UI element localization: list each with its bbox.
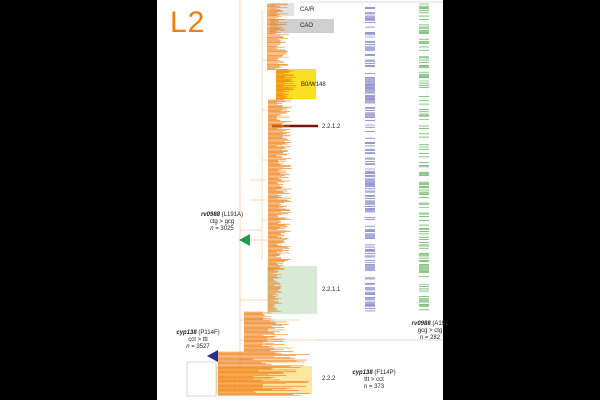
gene-name: rv0988 (200, 212, 220, 218)
clade-tips (268, 99, 292, 270)
gene-name: rv0988 (411, 321, 431, 327)
annotation-rv0988-a191: rv0988 (A191 gcg > ctg n = 282 (400, 321, 460, 342)
n-label: n (363, 384, 368, 390)
clade-tips (244, 311, 294, 352)
n-label: n (210, 226, 214, 232)
rv0988-l191a-marker (239, 234, 250, 246)
tree-branches (239, 0, 320, 393)
mutation-ticks (365, 7, 375, 312)
n-label: n (186, 344, 190, 350)
clade-label-2-2-1-1: 2.2.1.1 (322, 287, 341, 293)
clade-tips (276, 69, 296, 100)
n-value: = 3025 (215, 226, 234, 232)
aa-change: (A191 (432, 321, 449, 327)
clade-tips (268, 269, 282, 312)
tree-clades (218, 3, 310, 396)
n-label: n (419, 335, 424, 341)
gene-name: cyp138 (176, 330, 197, 336)
n-value: = 3527 (191, 344, 210, 350)
codon-change: ttt > cct (364, 377, 384, 383)
aa-change: (P114F) (198, 330, 220, 336)
cyp138-mutation-track (419, 3, 429, 311)
rv0988-mutation-track (365, 7, 375, 312)
annotation-cyp138-p114f: cyp138 (P114F) cct > ttt n = 3527 (168, 330, 228, 351)
clade-tips (218, 351, 310, 396)
figure-panel (157, 0, 443, 400)
annotation-rv0988-l191a: rv0988 (L191A) ctg > gcg n = 3025 (192, 212, 252, 233)
clade-label-2-2-2: 2.2.2 (322, 376, 336, 382)
aa-change: (L191A) (221, 212, 244, 218)
mutation-ticks (419, 3, 429, 311)
annotation-cyp138-f114p: cyp138 (F114P) ttt > cct n = 373 (344, 370, 404, 391)
n-value: = 282 (424, 335, 441, 341)
n-value: = 373 (368, 384, 385, 390)
aa-change: (F114P) (374, 370, 396, 376)
codon-change: ctg > gcg (209, 219, 235, 225)
panel-title: L2 (170, 6, 206, 39)
clade-box-cao (270, 19, 334, 33)
clade-tips (267, 3, 289, 70)
codon-change: cct > ttt (188, 337, 208, 343)
clade-label-2-2-1-2: 2.2.1.2 (322, 124, 341, 130)
clade-label-cao: CAO (300, 23, 314, 29)
clade-label-ca-r: CA/R (300, 7, 315, 13)
gene-name: cyp138 (352, 370, 373, 376)
clade-box-2-2-2-outline (186, 361, 217, 397)
codon-change: gcg > ctg (417, 328, 443, 334)
cyp138-p114f-marker (207, 350, 218, 362)
clade-label-b0-w148: B0/W148 (301, 82, 326, 88)
